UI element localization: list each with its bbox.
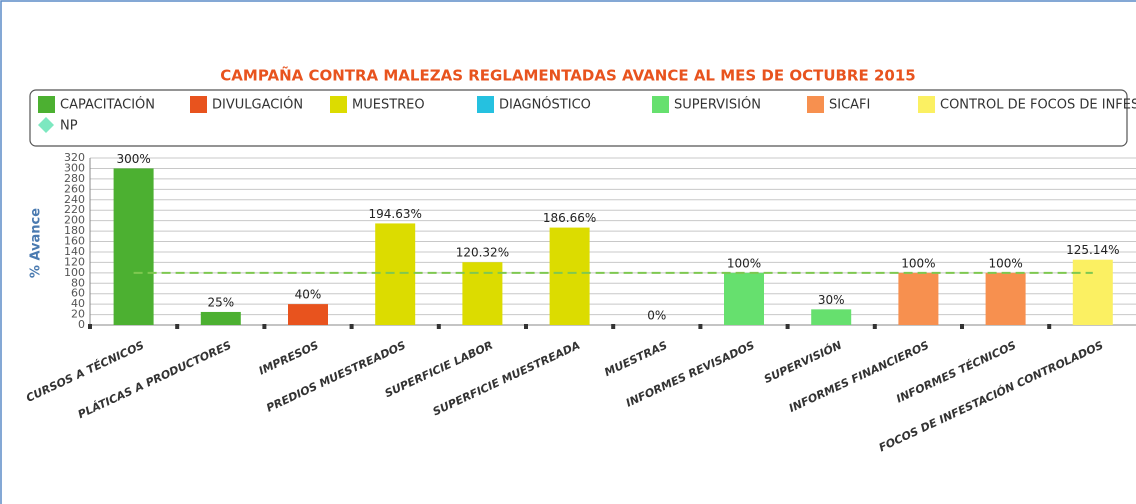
y-tick-label: 320	[64, 151, 85, 164]
bar	[1072, 259, 1113, 325]
value-label: 100%	[988, 256, 1022, 270]
legend-label: DIAGNÓSTICO	[499, 97, 591, 113]
y-tick-label: 180	[64, 224, 85, 237]
y-tick-label: 100	[64, 266, 85, 279]
legend-label: CAPACITACIÓN	[60, 97, 155, 113]
y-tick-label: 80	[71, 276, 85, 289]
x-tick	[524, 324, 528, 329]
x-tick-label: SUPERFICIE MUESTREADA	[431, 339, 582, 419]
x-tick	[611, 324, 616, 329]
x-tick	[698, 324, 703, 329]
y-tick-label: 220	[64, 203, 85, 216]
y-tick-label: 20	[71, 308, 85, 321]
y-tick-label: 260	[64, 182, 85, 195]
value-label: 0%	[647, 309, 666, 323]
x-tick	[872, 324, 877, 329]
x-tick	[785, 324, 790, 329]
legend-label: SICAFI	[829, 98, 870, 113]
y-tick-label: 280	[64, 172, 85, 185]
bar	[898, 272, 939, 325]
y-tick-label: 300	[64, 161, 85, 174]
y-tick-label: 240	[64, 193, 85, 206]
legend-swatch	[330, 96, 347, 113]
bar	[549, 227, 590, 325]
x-tick-label: SUPERVISIÓN	[762, 339, 844, 386]
x-tick	[88, 324, 92, 329]
legend-swatch	[477, 96, 494, 113]
y-tick-label: 120	[64, 255, 85, 268]
value-label: 194.63%	[369, 207, 422, 221]
value-label: 186.66%	[543, 211, 596, 225]
legend-swatch	[807, 96, 824, 113]
x-tick-label: MUESTRAS	[602, 339, 669, 379]
y-axis-label: % Avance	[29, 208, 44, 278]
legend-box	[29, 89, 1128, 147]
y-tick-label: 160	[64, 235, 85, 248]
x-tick	[349, 324, 354, 329]
value-label: 100%	[901, 256, 935, 270]
x-tick	[960, 324, 964, 329]
chart-title: CAMPAÑA CONTRA MALEZAS REGLAMENTADAS AVA…	[220, 66, 915, 85]
value-label: 25%	[207, 295, 234, 309]
x-tick-label: PLÁTICAS A PRODUCTORES	[76, 339, 233, 422]
bar	[375, 223, 416, 325]
x-tick	[262, 324, 267, 329]
bar	[288, 304, 328, 325]
y-tick-label: 0	[78, 318, 85, 331]
legend-swatch	[918, 96, 935, 113]
legend-swatch	[190, 96, 207, 113]
x-tick-label: IMPRESOS	[257, 339, 321, 378]
value-label: 120.32%	[456, 246, 509, 260]
legend-swatch	[652, 96, 669, 113]
value-label: 300%	[116, 152, 150, 166]
y-tick-label: 200	[64, 214, 85, 227]
legend-swatch	[38, 96, 55, 113]
x-tick	[1047, 324, 1052, 329]
bar	[811, 309, 852, 325]
value-label: 40%	[295, 288, 322, 302]
y-tick-label: 140	[64, 245, 85, 258]
bar	[724, 272, 764, 325]
legend-label: MUESTREO	[352, 98, 425, 113]
y-tick-label: 40	[71, 297, 85, 310]
value-label: 100%	[727, 256, 761, 270]
bar	[462, 262, 503, 325]
x-tick	[436, 324, 441, 329]
legend-label: DIVULGACIÓN	[212, 97, 303, 113]
x-tick	[175, 324, 180, 329]
bar	[200, 311, 241, 325]
bar	[985, 272, 1026, 325]
legend-label: SUPERVISIÓN	[674, 97, 761, 113]
value-label: 125.14%	[1066, 243, 1119, 257]
legend-swatch	[38, 117, 54, 133]
y-tick-label: 60	[71, 287, 85, 300]
x-tick-label: PREDIOS MUESTREADOS	[264, 339, 407, 415]
bar	[113, 168, 154, 325]
value-label: 30%	[818, 293, 845, 307]
legend-label: CONTROL DE FOCOS DE INFESTACIÓN	[940, 97, 1136, 113]
x-tick-label: INFORMES FINANCIEROS	[787, 339, 931, 415]
legend-label: NP	[60, 119, 78, 134]
